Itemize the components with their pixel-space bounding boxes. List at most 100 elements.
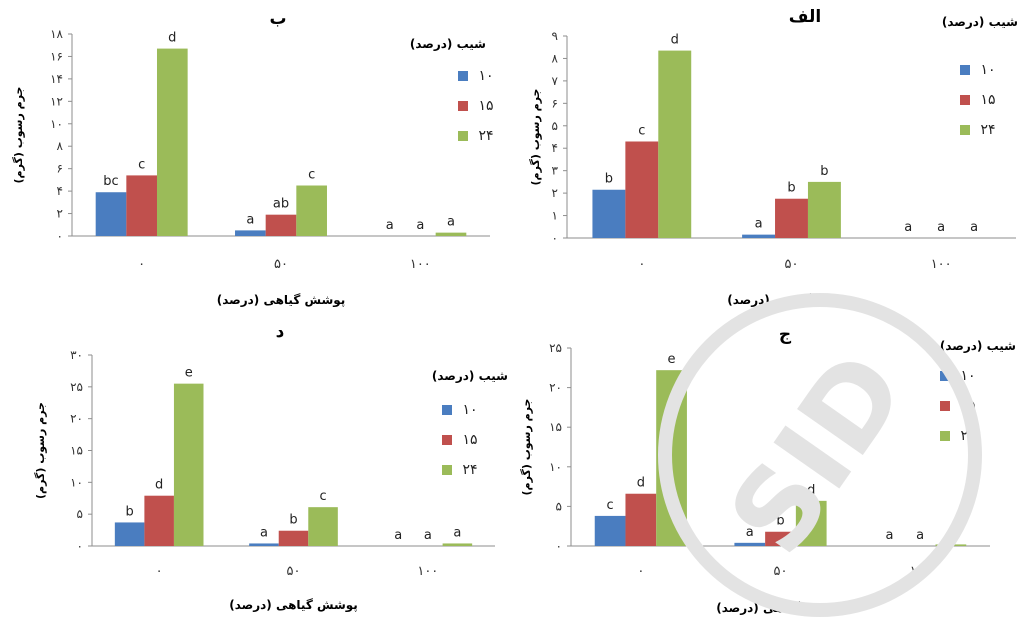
bar-data-label: d xyxy=(671,33,679,48)
bar xyxy=(734,542,766,546)
bar-data-label: a xyxy=(453,525,461,540)
bar xyxy=(308,507,338,546)
watermark-text: SID xyxy=(704,330,930,577)
y-tick-label: ۶ xyxy=(552,96,558,110)
bar xyxy=(592,189,626,238)
legend-swatch xyxy=(458,71,468,81)
legend-swatch xyxy=(442,465,452,475)
y-tick-label: ۶ xyxy=(57,162,63,176)
legend-label: ۱۵ xyxy=(980,92,995,108)
bar-data-label: a xyxy=(937,220,945,235)
y-tick-label: ۱۸ xyxy=(50,27,63,41)
bar-data-label: a xyxy=(386,218,394,233)
bar xyxy=(296,185,327,236)
legend-label: ۲۴ xyxy=(478,128,493,144)
bar-data-label: c xyxy=(638,123,645,138)
x-tick-label: ۰ xyxy=(156,564,163,579)
legend-swatch xyxy=(442,435,452,445)
y-tick-label: ۱۰ xyxy=(70,475,83,489)
y-tick-label: ۰ xyxy=(556,539,562,553)
bar-data-label: b xyxy=(820,164,828,179)
legend-title: شیب (درصد) xyxy=(940,339,1016,353)
bar-data-label: a xyxy=(246,212,254,227)
bar-data-label: c xyxy=(607,498,614,513)
y-axis-label: جرم رسوب (گرم) xyxy=(34,402,47,499)
y-axis-label: جرم رسوب (گرم) xyxy=(529,89,542,186)
legend-swatch xyxy=(458,131,468,141)
y-tick-label: ۲۵ xyxy=(549,341,562,355)
bar-data-label: b xyxy=(125,504,133,519)
y-tick-label: ۳ xyxy=(552,164,559,178)
y-axis-label: جرم رسوب (گرم) xyxy=(520,399,533,496)
bar xyxy=(156,48,188,236)
chart-panel: د ۰ ۵ ۱۰ ۱۵ ۲۰ ۲۵ ۳۰ جرم رسوب (گرم) b d e ۰ a b c ۵۰ a a a ۱… xyxy=(34,322,508,613)
y-tick-label: ۵ xyxy=(77,507,83,521)
bar-data-label: a xyxy=(916,528,924,543)
bar xyxy=(114,522,145,546)
x-tick-label: ۱۰۰ xyxy=(410,257,431,272)
y-tick-label: ۱۶ xyxy=(50,49,63,63)
legend-swatch xyxy=(940,431,950,441)
y-tick-label: ۹ xyxy=(552,29,558,43)
bar xyxy=(625,493,657,546)
chart-title: ج xyxy=(779,325,792,345)
legend-title: شیب (درصد) xyxy=(432,369,508,383)
bar-data-label: b xyxy=(289,513,297,528)
legend-label: ۱۰ xyxy=(980,62,995,78)
y-tick-label: ۱۵ xyxy=(70,444,83,458)
bar xyxy=(435,232,467,236)
bar xyxy=(807,181,841,238)
legend-label: ۲۴ xyxy=(462,462,477,478)
y-tick-label: ۱۰ xyxy=(549,460,562,474)
bar-data-label: c xyxy=(319,489,326,504)
y-axis-label: جرم رسوب (گرم) xyxy=(12,87,25,184)
bar xyxy=(442,543,473,546)
bar-data-label: a xyxy=(885,528,893,543)
bar xyxy=(278,530,309,546)
y-tick-label: ۸ xyxy=(552,51,559,65)
legend-swatch xyxy=(940,371,950,381)
bar-data-label: a xyxy=(394,528,402,543)
bar xyxy=(625,141,659,238)
bar-data-label: e xyxy=(185,366,193,381)
bar-data-label: d xyxy=(168,31,176,46)
y-tick-label: ۱ xyxy=(552,209,558,223)
bar-data-label: c xyxy=(308,168,315,183)
legend-label: ۱۵ xyxy=(462,432,477,448)
x-tick-label: ۵۰ xyxy=(287,564,301,579)
chart-title: د xyxy=(276,322,285,342)
watermark: SID xyxy=(658,293,982,617)
bar xyxy=(742,234,776,238)
bar-data-label: a xyxy=(416,218,424,233)
bar-data-label: a xyxy=(746,525,754,540)
bar-data-label: a xyxy=(424,528,432,543)
bar xyxy=(594,515,626,546)
legend-label: ۱۰ xyxy=(478,68,493,84)
bar-data-label: d xyxy=(807,483,815,498)
bar-data-label: a xyxy=(447,215,455,230)
bar xyxy=(249,543,279,546)
bar-data-label: a xyxy=(260,525,268,540)
y-tick-label: ۱۰ xyxy=(50,117,63,131)
legend-label: ۱۰ xyxy=(462,402,477,418)
bar-data-label: c xyxy=(138,157,145,172)
bar-data-label: ab xyxy=(273,197,289,212)
x-axis-label: پوشش گیاهی (درصد) xyxy=(217,293,346,308)
bar xyxy=(658,50,692,238)
bar-data-label: d xyxy=(637,476,645,491)
legend-swatch xyxy=(960,125,970,135)
legend-swatch xyxy=(960,65,970,75)
chart-title: ب xyxy=(269,9,286,29)
x-tick-label: ۵۰ xyxy=(274,257,288,272)
x-tick-label: ۰ xyxy=(637,564,644,579)
x-tick-label: ۱۰۰ xyxy=(931,257,952,272)
bar-data-label: a xyxy=(904,220,912,235)
bar xyxy=(765,531,796,546)
bar xyxy=(775,198,808,238)
bar xyxy=(235,230,266,236)
y-tick-label: ۱۴ xyxy=(50,72,63,86)
y-tick-label: ۱۲ xyxy=(50,94,63,108)
